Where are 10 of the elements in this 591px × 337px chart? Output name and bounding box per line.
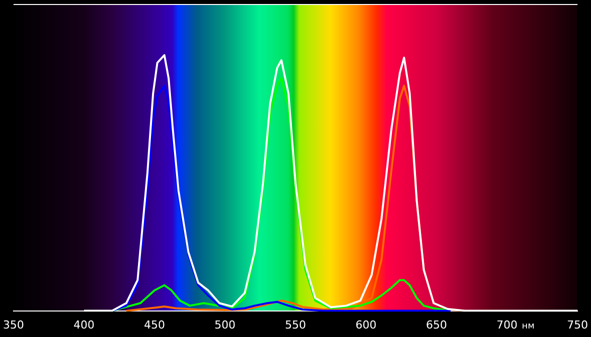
x-tick-label: 700	[496, 318, 518, 332]
x-tick-label: 450	[144, 318, 165, 332]
x-tick-label: 550	[285, 318, 306, 332]
x-tick-label: 500	[214, 318, 236, 332]
x-tick-label: 650	[426, 318, 447, 332]
x-tick-label: 750	[567, 318, 588, 332]
x-axis-title: нм	[522, 322, 535, 332]
x-tick-label: 350	[3, 318, 24, 332]
x-tick-label: 600	[356, 318, 376, 332]
x-tick-label: 400	[74, 318, 94, 332]
